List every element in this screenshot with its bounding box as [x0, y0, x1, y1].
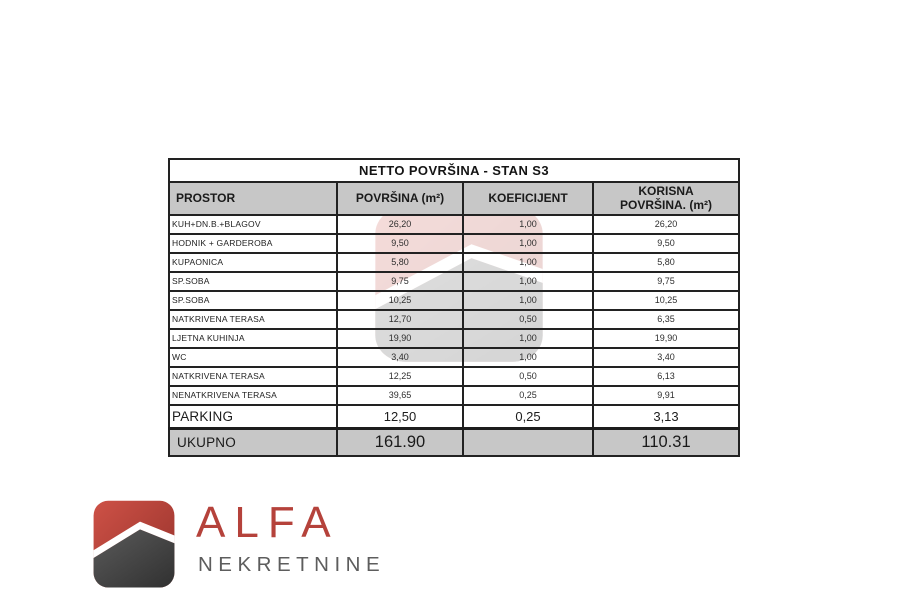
row-label: NENATKRIVENA TERASA: [168, 384, 338, 406]
row-label: KUPAONICA: [168, 251, 338, 273]
netto-povrsina-table: NETTO POVRŠINA - STAN S3 PROSTOR POVRŠIN…: [168, 158, 740, 457]
table-header-row: PROSTOR POVRŠINA (m²) KOEFICIJENT KORISN…: [168, 181, 740, 216]
row-koeficijent: 1,00: [462, 270, 594, 292]
row-povrsina: 5,80: [336, 251, 464, 273]
row-povrsina: 9,50: [336, 232, 464, 254]
row-korisna: 10,25: [592, 289, 740, 311]
row-label: HODNIK + GARDEROBA: [168, 232, 338, 254]
row-koeficijent: 0,50: [462, 365, 594, 387]
table-body: KUH+DN.B.+BLAGOV 26,20 1,00 26,20 HODNIK…: [168, 213, 740, 406]
table-row: KUPAONICA 5,80 1,00 5,80: [168, 251, 740, 273]
table-row: KUH+DN.B.+BLAGOV 26,20 1,00 26,20: [168, 213, 740, 235]
col-header-korisna: KORISNA POVRŠINA. (m²): [592, 181, 740, 216]
brand-name: ALFA: [196, 498, 340, 547]
row-korisna: 6,35: [592, 308, 740, 330]
table-row: LJETNA KUHINJA 19,90 1,00 19,90: [168, 327, 740, 349]
col-header-povrsina: POVRŠINA (m²): [336, 181, 464, 216]
col-header-korisna-line2: POVRŠINA. (m²): [619, 198, 712, 213]
row-label: SP.SOBA: [168, 289, 338, 311]
row-koeficijent: 1,00: [462, 346, 594, 368]
row-label: KUH+DN.B.+BLAGOV: [168, 213, 338, 235]
row-koeficijent: 1,00: [462, 232, 594, 254]
table-title: NETTO POVRŠINA - STAN S3: [168, 158, 740, 183]
row-koeficijent: 1,00: [462, 327, 594, 349]
row-label: NATKRIVENA TERASA: [168, 308, 338, 330]
row-label: PARKING: [168, 403, 338, 430]
row-label: WC: [168, 346, 338, 368]
row-korisna: 9,75: [592, 270, 740, 292]
table-row: WC 3,40 1,00 3,40: [168, 346, 740, 368]
row-povrsina: 12,50: [336, 403, 464, 430]
row-povrsina: 10,25: [336, 289, 464, 311]
table-row-parking: PARKING 12,50 0,25 3,13: [168, 403, 740, 430]
alfa-nekretnine-logo: ALFA NEKRETNINE: [91, 497, 391, 597]
alfa-logo-mark-icon: [93, 500, 175, 588]
row-koeficijent: 0,25: [462, 403, 594, 430]
row-povrsina: 19,90: [336, 327, 464, 349]
row-korisna: 3,13: [592, 403, 740, 430]
row-koeficijent: 0,50: [462, 308, 594, 330]
row-korisna: 26,20: [592, 213, 740, 235]
total-koeficijent: [462, 426, 594, 457]
table-row: HODNIK + GARDEROBA 9,50 1,00 9,50: [168, 232, 740, 254]
col-header-korisna-line1: KORISNA: [638, 184, 694, 198]
table-row: NENATKRIVENA TERASA 39,65 0,25 9,91: [168, 384, 740, 406]
table-row: SP.SOBA 10,25 1,00 10,25: [168, 289, 740, 311]
row-povrsina: 39,65: [336, 384, 464, 406]
row-label: NATKRIVENA TERASA: [168, 365, 338, 387]
row-koeficijent: 1,00: [462, 213, 594, 235]
table-row-total: UKUPNO 161.90 110.31: [168, 426, 740, 457]
table-row: NATKRIVENA TERASA 12,25 0,50 6,13: [168, 365, 740, 387]
row-povrsina: 9,75: [336, 270, 464, 292]
total-korisna: 110.31: [592, 426, 740, 457]
total-label: UKUPNO: [168, 426, 338, 457]
row-label: SP.SOBA: [168, 270, 338, 292]
table-row: SP.SOBA 9,75 1,00 9,75: [168, 270, 740, 292]
table-footer: PARKING 12,50 0,25 3,13 UKUPNO 161.90 11…: [168, 403, 740, 457]
row-povrsina: 12,70: [336, 308, 464, 330]
row-korisna: 6,13: [592, 365, 740, 387]
row-povrsina: 12,25: [336, 365, 464, 387]
row-korisna: 9,91: [592, 384, 740, 406]
row-korisna: 19,90: [592, 327, 740, 349]
row-koeficijent: 0,25: [462, 384, 594, 406]
row-povrsina: 26,20: [336, 213, 464, 235]
total-povrsina: 161.90: [336, 426, 464, 457]
row-koeficijent: 1,00: [462, 251, 594, 273]
table-row: NATKRIVENA TERASA 12,70 0,50 6,35: [168, 308, 740, 330]
row-korisna: 5,80: [592, 251, 740, 273]
row-korisna: 9,50: [592, 232, 740, 254]
row-label: LJETNA KUHINJA: [168, 327, 338, 349]
row-koeficijent: 1,00: [462, 289, 594, 311]
table-title-row: NETTO POVRŠINA - STAN S3: [168, 158, 740, 183]
col-header-prostor: PROSTOR: [168, 181, 338, 216]
brand-subtitle: NEKRETNINE: [198, 553, 386, 576]
col-header-koeficijent: KOEFICIJENT: [462, 181, 594, 216]
row-korisna: 3,40: [592, 346, 740, 368]
row-povrsina: 3,40: [336, 346, 464, 368]
